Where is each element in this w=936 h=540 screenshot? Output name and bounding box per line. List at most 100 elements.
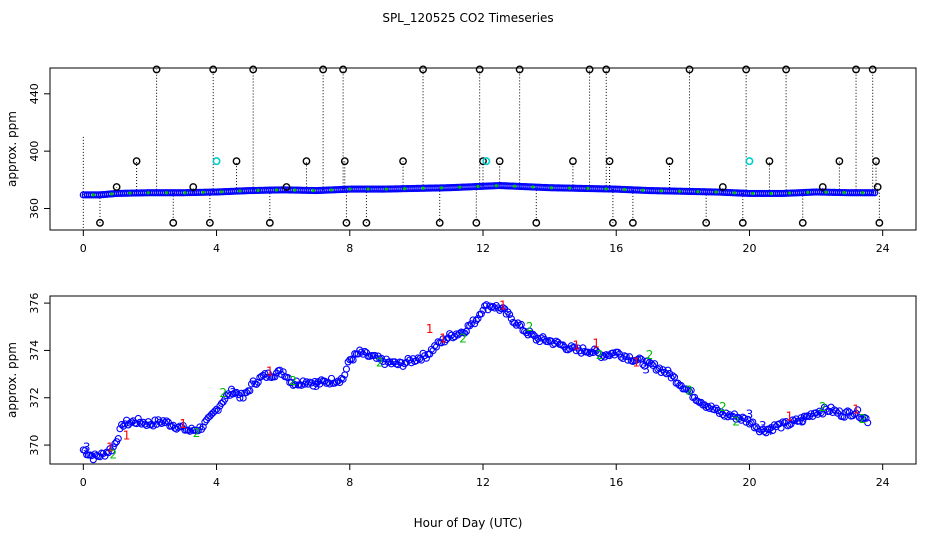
spike-marker <box>873 183 882 191</box>
baseline-accent-point <box>549 186 553 190</box>
data-point <box>687 386 695 394</box>
top-x-tick-label: 4 <box>213 242 220 255</box>
data-point <box>795 417 803 425</box>
data-point <box>88 452 96 460</box>
digit-marker: 4 <box>766 424 774 438</box>
baseline-accent-point <box>732 191 737 195</box>
data-point <box>361 347 369 356</box>
spike-marker <box>319 65 328 74</box>
digit-marker: 2 <box>526 320 534 334</box>
data-point <box>635 354 644 362</box>
data-point <box>609 349 617 357</box>
data-point <box>534 334 542 342</box>
data-point <box>224 390 232 398</box>
data-point <box>571 343 579 351</box>
data-point <box>222 392 231 400</box>
spike-marker <box>495 157 504 166</box>
spike-marker <box>852 65 860 74</box>
data-point <box>474 314 482 323</box>
data-point <box>724 413 732 421</box>
baseline-accent-point <box>256 188 260 192</box>
data-point <box>770 421 778 429</box>
baseline-accent-point <box>568 186 572 190</box>
baseline-accent-point <box>146 191 150 195</box>
baseline-accent-point <box>659 189 663 193</box>
spike-marker <box>479 157 487 166</box>
data-point <box>148 420 156 429</box>
baseline-accent-point <box>842 191 846 195</box>
data-point <box>236 394 244 402</box>
data-point <box>862 414 870 422</box>
data-point <box>596 350 604 358</box>
baseline-accent-point <box>348 187 352 191</box>
data-point <box>740 414 749 422</box>
top-x-tick-label: 20 <box>742 242 756 255</box>
digit-marker: 1 <box>632 355 640 369</box>
spike-marker <box>340 157 349 166</box>
digit-marker: 2 <box>289 374 297 388</box>
data-point <box>342 365 350 373</box>
data-point <box>649 361 657 369</box>
spike-marker <box>718 183 727 191</box>
data-point <box>138 420 146 428</box>
data-point <box>194 427 202 435</box>
spike-marker <box>532 218 541 227</box>
baseline-accent-point <box>622 187 627 192</box>
data-point <box>725 411 734 419</box>
bottom-x-tick-label: 16 <box>609 476 623 489</box>
data-point <box>232 388 241 396</box>
baseline-accent-point <box>403 187 407 191</box>
top-baseline-points <box>79 181 879 199</box>
digit-marker: 2 <box>459 332 467 346</box>
data-point <box>297 381 306 389</box>
data-point <box>211 407 219 415</box>
data-point <box>156 418 164 426</box>
data-point <box>111 440 119 448</box>
data-point <box>489 302 497 311</box>
spike-marker <box>818 183 827 191</box>
data-point <box>820 403 828 411</box>
cyan-marker <box>745 157 754 166</box>
bottom-y-tick-label: 372 <box>28 387 41 408</box>
baseline-accent-point <box>274 188 279 192</box>
baseline-accent-point <box>128 191 132 195</box>
x-axis-title: Hour of Day (UTC) <box>414 516 523 530</box>
baseline-accent-point <box>91 193 95 197</box>
top-x-tick-label: 0 <box>80 242 87 255</box>
data-point <box>685 388 694 396</box>
data-point <box>201 418 209 426</box>
top-x-tick-label: 16 <box>609 242 623 255</box>
data-point <box>136 418 144 426</box>
data-point <box>529 330 537 338</box>
data-point <box>467 320 475 328</box>
digit-marker: 1 <box>426 322 434 336</box>
digit-marker: 1 <box>266 365 274 379</box>
spike-marker <box>872 157 880 166</box>
data-point <box>722 409 730 417</box>
top-y-tick-label: 360 <box>28 198 41 219</box>
spike-marker <box>265 218 274 227</box>
spike-marker <box>475 65 484 74</box>
top-panel: approx. ppm 0 4 8 12 16 20 24 360 400 440 <box>5 65 917 255</box>
digit-marker: 1 <box>572 339 580 353</box>
digit-marker: 2 <box>719 400 727 414</box>
data-point <box>339 375 347 383</box>
baseline-accent-point <box>164 191 169 195</box>
data-point <box>844 407 852 415</box>
data-point <box>284 374 292 382</box>
spike-marker <box>205 218 214 227</box>
digit-marker: 2 <box>646 348 654 362</box>
baseline-accent-point <box>714 190 718 194</box>
bottom-x-tick-label: 20 <box>742 476 756 489</box>
baseline-accent-point <box>439 186 443 190</box>
data-point <box>624 356 632 364</box>
data-point <box>499 304 507 312</box>
data-point <box>271 373 279 381</box>
data-point <box>694 397 702 405</box>
data-point <box>524 331 532 339</box>
baseline-accent-point <box>806 190 810 194</box>
data-point <box>121 420 129 428</box>
data-point <box>234 391 242 399</box>
data-point <box>237 389 246 397</box>
